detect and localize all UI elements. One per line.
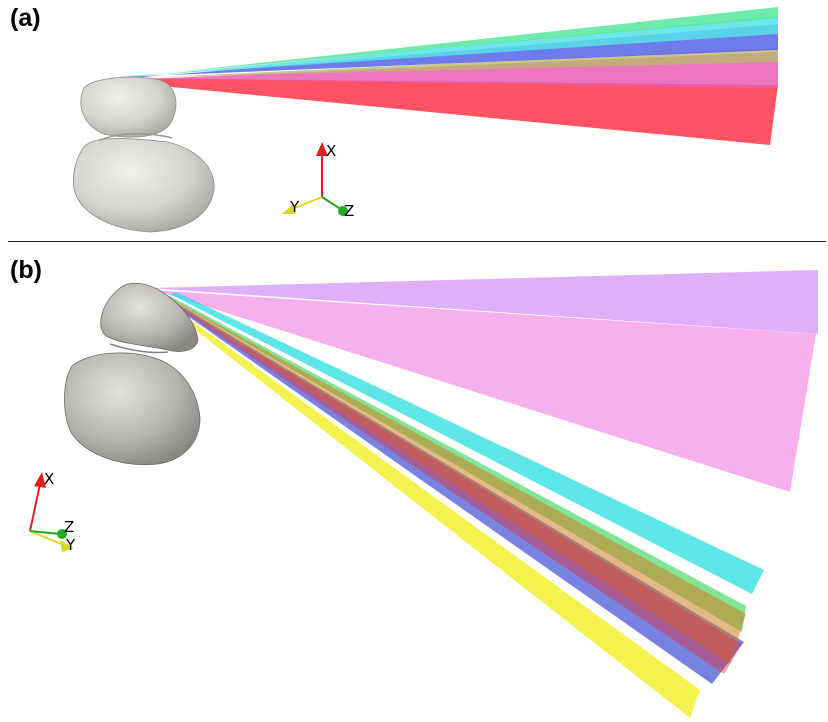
panel-divider — [8, 241, 826, 242]
ray-bundle-red — [120, 78, 778, 145]
panel-a-figure: X Y Z — [73, 7, 778, 233]
ray-bundle-red — [166, 300, 742, 674]
axis-label-z: Z — [344, 202, 354, 220]
panel-label-b: (b) — [10, 256, 42, 284]
ray-bundle-magenta — [148, 288, 816, 492]
panel-b: X Y Z (b) — [0, 244, 828, 722]
axes-triad-b: X Y Z — [29, 470, 76, 554]
axis-label-y: Y — [65, 536, 76, 554]
axis-label-y: Y — [289, 198, 300, 216]
ray-bundle-yellow — [160, 302, 700, 718]
axis-label-z: Z — [64, 518, 74, 536]
axes-triad-a: X Y Z — [282, 142, 354, 220]
ray-bundle-orange — [166, 298, 746, 664]
ray-fan-b — [148, 270, 818, 718]
panel-b-figure: X Y Z — [29, 270, 818, 718]
ray-bundle-violet — [148, 270, 818, 334]
panel-a: X Y Z (a) — [0, 0, 828, 240]
panel-label-a: (a) — [10, 4, 41, 32]
ray-fan-a — [120, 7, 778, 145]
ray-bundle-green — [120, 7, 778, 78]
axis-label-x: X — [44, 470, 54, 488]
ray-bundle-blue — [162, 298, 744, 684]
comet-shape-a — [73, 76, 215, 233]
axis-label-x: X — [326, 142, 336, 160]
comet-shape-b — [64, 282, 201, 466]
ray-bundle-cyan — [170, 292, 764, 594]
